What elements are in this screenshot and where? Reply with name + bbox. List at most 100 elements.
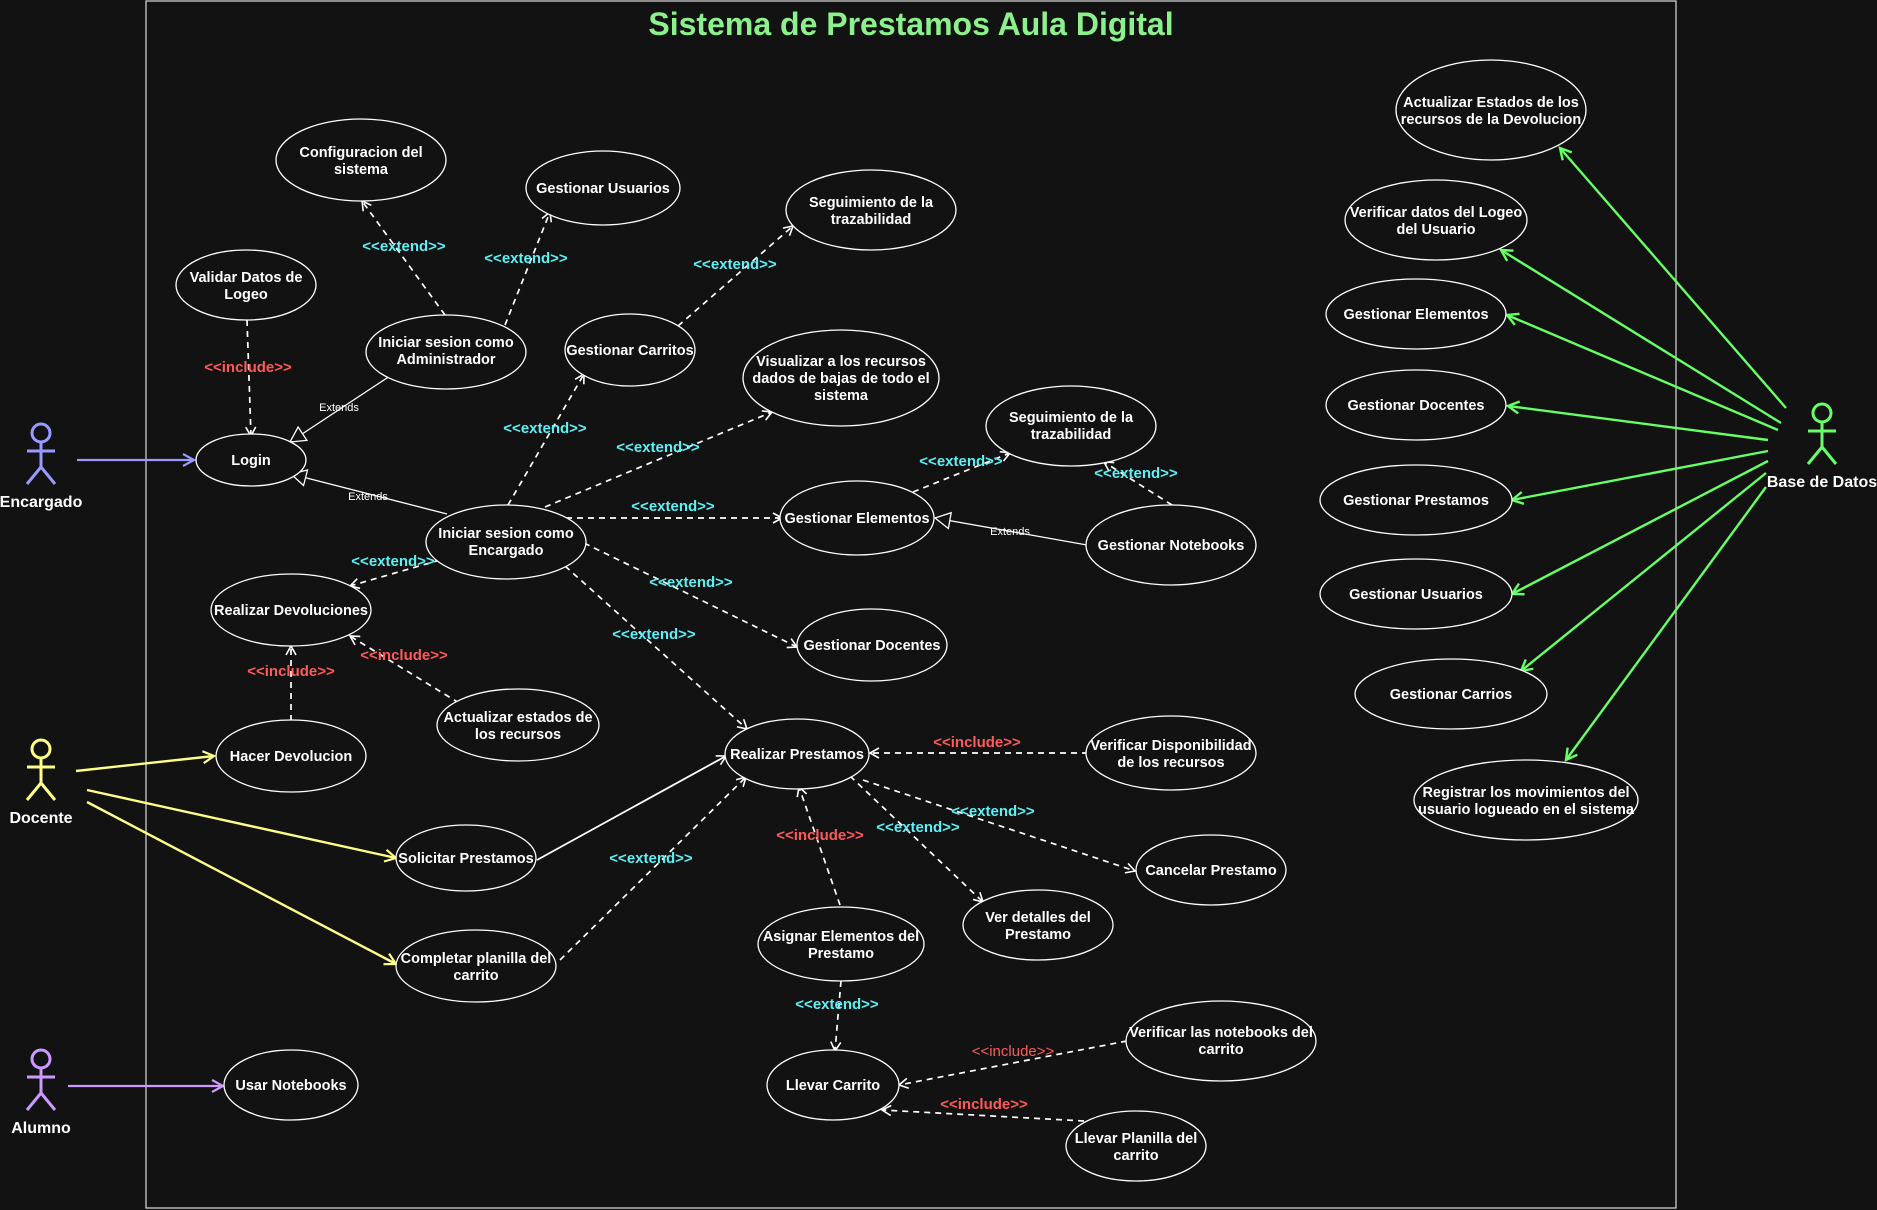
usecase-usar-notebooks[interactable]: Usar Notebooks	[223, 1049, 359, 1121]
label-include: <<include>>	[360, 647, 448, 664]
usecase-seguimiento-trazabilidad-2[interactable]: Seguimiento de la trazabilidad	[985, 385, 1157, 467]
assoc-db-registrar	[1564, 486, 1767, 763]
usecase-db-registrar-movimientos[interactable]: Registrar los movimientos del usuario log…	[1413, 759, 1639, 841]
dep-encargado-realizar	[564, 565, 749, 731]
usecase-hacer-devolucion[interactable]: Hacer Devolucion	[215, 719, 367, 793]
usecase-validar-datos-logeo[interactable]: Validar Datos de Logeo	[175, 249, 317, 321]
usecase-llevar-carrito[interactable]: Llevar Carrito	[766, 1049, 900, 1121]
label-include: <<include>>	[204, 359, 292, 376]
svg-text:Solicitar Prestamos: Solicitar Prestamos	[398, 851, 533, 867]
usecase-realizar-devoluciones[interactable]: Realizar Devoluciones	[210, 573, 372, 647]
usecase-completar-planilla[interactable]: Completar planilla del carrito	[395, 929, 557, 1003]
actor-docente[interactable]: Docente	[9, 738, 73, 827]
actor-docente-label: Docente	[9, 810, 72, 827]
usecase-db-verificar-logeo[interactable]: Verificar datos del Logeo del Usuario	[1344, 179, 1528, 261]
usecase-seguimiento-trazabilidad-1[interactable]: Seguimiento de la trazabilidad	[785, 169, 957, 251]
label-extend: <<extend>>	[503, 420, 587, 437]
usecase-gestionar-carritos[interactable]: Gestionar Carritos	[564, 313, 696, 387]
dep-admin-usuarios	[504, 210, 553, 326]
label-extend: <<extend>>	[631, 498, 715, 515]
usecase-gestionar-docentes[interactable]: Gestionar Docentes	[796, 608, 948, 682]
dep-notebooks-seguimiento	[1102, 461, 1173, 506]
assoc-docente-completar	[86, 800, 399, 966]
usecase-solicitar-prestamos[interactable]: Solicitar Prestamos	[395, 824, 537, 892]
label-extend: <<extend>>	[612, 626, 696, 643]
svg-text:Gestionar Notebooks: Gestionar Notebooks	[1098, 538, 1245, 554]
assoc-docente-hacer-devolucion	[75, 750, 217, 773]
label-extend: <<extend>>	[693, 256, 777, 273]
actor-base-de-datos[interactable]: Base de Datos	[1767, 402, 1877, 491]
usecase-gestionar-elementos[interactable]: Gestionar Elementos	[779, 480, 935, 556]
label-include: <<include>>	[247, 663, 335, 680]
dep-planilla-llevar	[880, 1104, 1085, 1122]
svg-text:Gestionar Elementos: Gestionar Elementos	[1343, 307, 1488, 323]
svg-text:Gestionar Prestamos: Gestionar Prestamos	[1343, 493, 1489, 509]
usecase-configuracion-del-sistema[interactable]: Configuracion del sistema	[275, 118, 447, 202]
usecase-login[interactable]: Login	[195, 433, 307, 487]
usecase-iniciar-sesion-encargado[interactable]: Iniciar sesion como Encargado	[425, 504, 587, 580]
assoc-db-docentes	[1505, 400, 1769, 442]
usecase-asignar-elementos[interactable]: Asignar Elementos del Prestamo	[757, 906, 925, 982]
svg-text:Cancelar Prestamo: Cancelar Prestamo	[1145, 863, 1277, 879]
label-extend: <<extend>>	[362, 238, 446, 255]
label-include: <<include>>	[776, 827, 864, 844]
usecase-verificar-notebooks-carrito[interactable]: Verificar las notebooks del carrito	[1125, 1000, 1317, 1082]
assoc-db-usuarios	[1509, 459, 1769, 596]
usecase-llevar-planilla-carrito[interactable]: Llevar Planilla del carrito	[1065, 1110, 1207, 1182]
svg-text:Realizar Prestamos: Realizar Prestamos	[730, 747, 864, 763]
actor-alumno-label: Alumno	[11, 1120, 71, 1137]
usecase-db-gestionar-carrios[interactable]: Gestionar Carrios	[1354, 658, 1548, 730]
label-extend: <<extend>>	[616, 439, 700, 456]
dep-verificar-nb-llevar	[897, 1040, 1128, 1089]
usecase-realizar-prestamos[interactable]: Realizar Prestamos	[724, 718, 870, 790]
usecase-iniciar-sesion-admin[interactable]: Iniciar sesion como Administrador	[365, 314, 527, 390]
gen-notebooks-elementos	[933, 511, 1088, 546]
usecase-actualizar-estados-recursos[interactable]: Actualizar estados de los recursos	[436, 688, 600, 762]
usecase-cancelar-prestamo[interactable]: Cancelar Prestamo	[1135, 834, 1287, 906]
usecase-verificar-disponibilidad[interactable]: Verificar Disponibilidad de los recursos	[1085, 715, 1257, 791]
dep-asignar-llevar	[830, 980, 842, 1053]
label-extend: <<extend>>	[795, 996, 879, 1013]
usecase-gestionar-usuarios[interactable]: Gestionar Usuarios	[525, 150, 681, 226]
actor-alumno[interactable]: Alumno	[11, 1048, 71, 1137]
usecase-db-gestionar-elementos[interactable]: Gestionar Elementos	[1325, 278, 1507, 350]
usecase-gestionar-notebooks[interactable]: Gestionar Notebooks	[1085, 504, 1257, 586]
system-boundary	[145, 0, 1677, 1209]
usecase-db-gestionar-prestamos[interactable]: Gestionar Prestamos	[1319, 464, 1513, 536]
usecase-db-actualizar-estados-devolucion[interactable]: Actualizar Estados de los recursos de la …	[1395, 59, 1587, 161]
usecase-db-gestionar-usuarios[interactable]: Gestionar Usuarios	[1319, 558, 1513, 630]
dep-encargado-devoluciones	[348, 559, 441, 590]
dep-validar-login	[245, 319, 257, 438]
label-extend: <<extend>>	[1094, 465, 1178, 482]
dep-admin-config	[361, 199, 446, 316]
dep-carritos-seguimiento	[677, 224, 795, 327]
assoc-db-verificar-logeo	[1498, 248, 1782, 425]
label-extends: Extends	[990, 526, 1030, 538]
svg-text:Gestionar Elementos: Gestionar Elementos	[784, 511, 929, 527]
dep-realizar-ver-detalles	[849, 775, 985, 904]
gen-admin-login	[288, 375, 391, 443]
actor-encargado-label: Encargado	[0, 494, 83, 511]
assoc-db-carrios	[1519, 472, 1767, 673]
label-extend: <<extend>>	[649, 574, 733, 591]
usecase-visualizar-recursos-bajas[interactable]: Visualizar a los recursos dados de bajas …	[742, 329, 940, 427]
usecase-db-gestionar-docentes[interactable]: Gestionar Docentes	[1325, 369, 1507, 441]
label-extend: <<extend>>	[876, 819, 960, 836]
label-include: <<include>>	[972, 1043, 1055, 1060]
svg-text:Gestionar Carritos: Gestionar Carritos	[566, 343, 693, 359]
actor-encargado[interactable]: Encargado	[0, 422, 83, 511]
label-extend: <<extend>>	[351, 553, 435, 570]
assoc-docente-solicitar	[86, 788, 399, 863]
usecase-ver-detalles-prestamo[interactable]: Ver detalles del Prestamo	[962, 889, 1114, 961]
